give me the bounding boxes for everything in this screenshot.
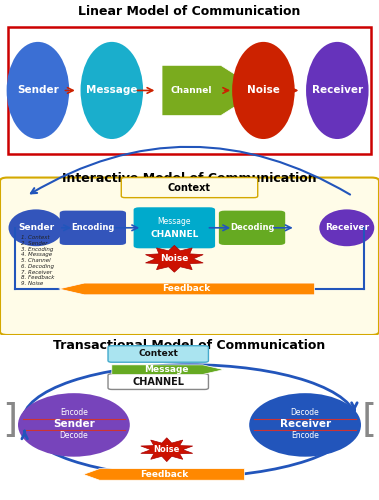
Text: 8. Feedback: 8. Feedback bbox=[21, 275, 54, 280]
Text: 6. Decoding: 6. Decoding bbox=[21, 264, 54, 269]
Text: Encoding: Encoding bbox=[71, 224, 114, 232]
Text: 1. Context: 1. Context bbox=[21, 236, 50, 240]
Text: CHANNEL: CHANNEL bbox=[132, 376, 185, 386]
Text: Decode: Decode bbox=[291, 408, 319, 417]
Ellipse shape bbox=[232, 42, 294, 139]
Text: Context: Context bbox=[138, 350, 179, 358]
Text: Decoding: Decoding bbox=[230, 224, 274, 232]
FancyBboxPatch shape bbox=[0, 178, 379, 335]
Text: Encode: Encode bbox=[291, 431, 319, 440]
Ellipse shape bbox=[249, 393, 361, 456]
Text: Linear Model of Communication: Linear Model of Communication bbox=[78, 5, 301, 18]
Text: Context: Context bbox=[168, 182, 211, 192]
Ellipse shape bbox=[80, 42, 143, 139]
Text: Sender: Sender bbox=[17, 86, 59, 96]
Ellipse shape bbox=[6, 42, 69, 139]
FancyBboxPatch shape bbox=[60, 210, 126, 245]
Text: Feedback: Feedback bbox=[140, 470, 188, 479]
FancyBboxPatch shape bbox=[108, 374, 208, 390]
Text: Sender: Sender bbox=[53, 419, 95, 429]
Text: Interactive Model of Communication: Interactive Model of Communication bbox=[62, 172, 317, 184]
Ellipse shape bbox=[9, 210, 64, 246]
FancyArrow shape bbox=[59, 283, 315, 295]
Polygon shape bbox=[162, 66, 261, 116]
Text: CHANNEL: CHANNEL bbox=[150, 230, 199, 238]
Polygon shape bbox=[146, 246, 203, 272]
Text: 4. Message: 4. Message bbox=[21, 252, 52, 258]
Text: Decode: Decode bbox=[60, 431, 88, 440]
Ellipse shape bbox=[18, 393, 130, 456]
Text: Transactional Model of Communication: Transactional Model of Communication bbox=[53, 339, 326, 352]
FancyBboxPatch shape bbox=[121, 178, 258, 198]
FancyBboxPatch shape bbox=[8, 27, 371, 154]
Text: Receiver: Receiver bbox=[325, 224, 369, 232]
FancyBboxPatch shape bbox=[108, 346, 208, 362]
Text: [: [ bbox=[362, 402, 377, 440]
FancyArrow shape bbox=[83, 468, 244, 480]
Text: Feedback: Feedback bbox=[163, 284, 211, 294]
Polygon shape bbox=[141, 438, 193, 462]
Text: Encode: Encode bbox=[60, 408, 88, 417]
Text: 2. Sender: 2. Sender bbox=[21, 241, 47, 246]
Text: Message: Message bbox=[158, 217, 191, 226]
Ellipse shape bbox=[306, 42, 368, 139]
FancyArrow shape bbox=[112, 365, 224, 374]
Text: Receiver: Receiver bbox=[280, 419, 330, 429]
Text: Sender: Sender bbox=[18, 224, 54, 232]
Text: 7. Receiver: 7. Receiver bbox=[21, 270, 52, 274]
Text: 3. Encoding: 3. Encoding bbox=[21, 246, 53, 252]
Text: 9. Noise: 9. Noise bbox=[21, 281, 43, 286]
Text: Message: Message bbox=[86, 86, 138, 96]
Text: 5. Channel: 5. Channel bbox=[21, 258, 50, 263]
Text: Noise: Noise bbox=[247, 86, 280, 96]
Text: Channel: Channel bbox=[171, 86, 212, 95]
Text: Receiver: Receiver bbox=[312, 86, 363, 96]
FancyBboxPatch shape bbox=[134, 208, 215, 248]
Text: Message: Message bbox=[144, 365, 189, 374]
FancyBboxPatch shape bbox=[219, 210, 285, 245]
Ellipse shape bbox=[319, 210, 374, 246]
Text: Noise: Noise bbox=[153, 445, 180, 454]
Text: Noise: Noise bbox=[160, 254, 188, 264]
Text: ]: ] bbox=[2, 402, 17, 440]
